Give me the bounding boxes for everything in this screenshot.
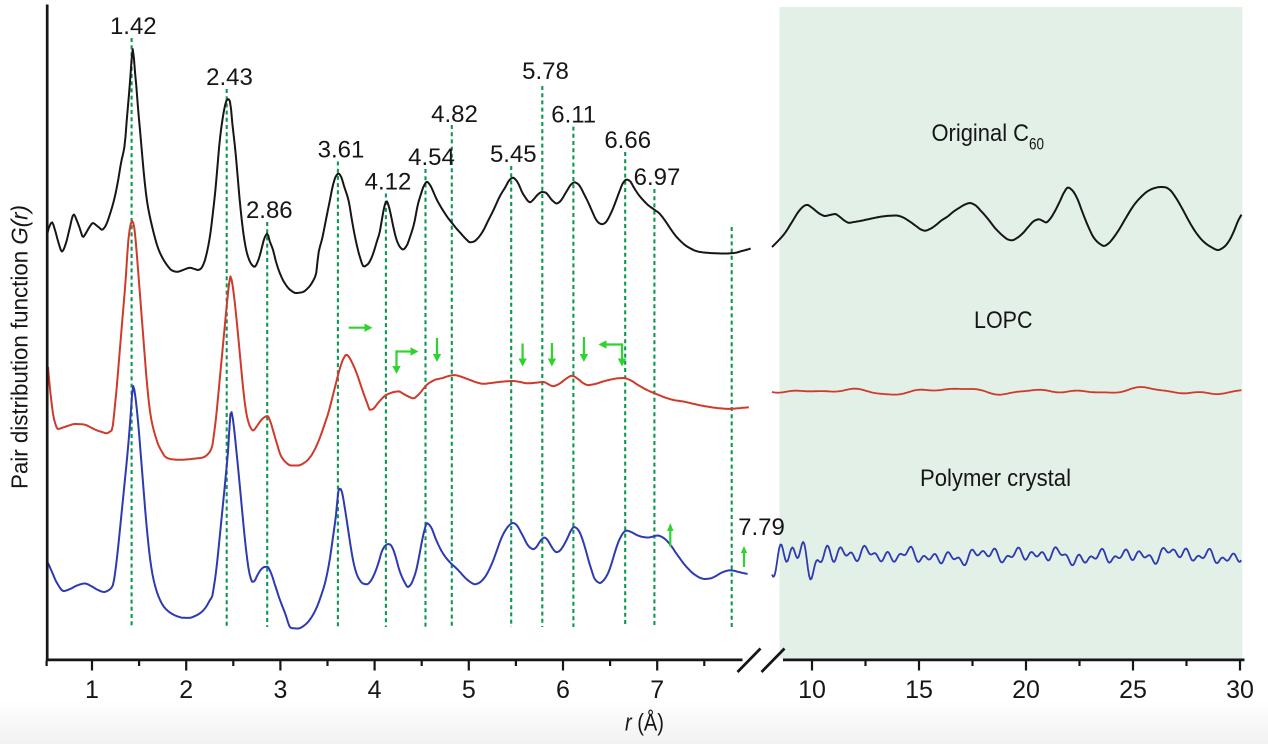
svg-text:Polymer crystal: Polymer crystal (920, 465, 1071, 492)
svg-text:LOPC: LOPC (974, 307, 1033, 334)
svg-text:4.82: 4.82 (431, 101, 478, 128)
svg-text:7: 7 (650, 676, 664, 704)
svg-text:4: 4 (368, 676, 382, 704)
svg-text:5.78: 5.78 (522, 58, 569, 85)
svg-text:7.79: 7.79 (738, 514, 785, 541)
svg-text:6.11: 6.11 (551, 102, 596, 129)
svg-text:10: 10 (798, 676, 826, 704)
svg-text:6.66: 6.66 (604, 127, 651, 154)
svg-text:15: 15 (905, 676, 933, 704)
svg-text:3.61: 3.61 (318, 137, 365, 164)
svg-text:4.12: 4.12 (365, 169, 412, 196)
svg-text:30: 30 (1226, 676, 1254, 704)
svg-text:1: 1 (85, 676, 99, 704)
svg-text:3: 3 (273, 676, 287, 704)
svg-text:Original C60: Original C60 (932, 120, 1045, 154)
svg-text:Pair distribution function G(r: Pair distribution function G(r) (7, 205, 33, 489)
svg-text:5.45: 5.45 (490, 141, 537, 168)
svg-text:5: 5 (462, 676, 476, 704)
svg-text:4.54: 4.54 (408, 144, 455, 171)
svg-text:1.42: 1.42 (110, 13, 157, 40)
svg-text:r (Å): r (Å) (625, 709, 664, 737)
svg-text:20: 20 (1012, 676, 1040, 704)
svg-text:2.86: 2.86 (246, 197, 293, 224)
svg-text:2: 2 (179, 676, 193, 704)
svg-text:2.43: 2.43 (206, 64, 253, 91)
svg-text:25: 25 (1119, 676, 1147, 704)
svg-text:6.97: 6.97 (634, 164, 681, 191)
svg-text:6: 6 (556, 676, 570, 704)
